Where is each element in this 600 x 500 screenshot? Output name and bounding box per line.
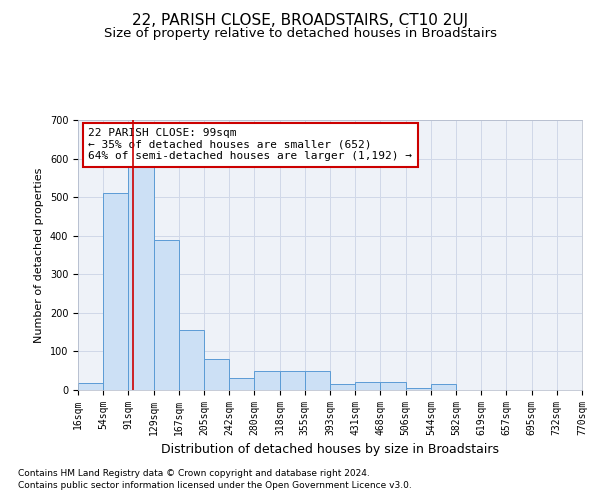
Bar (406, 388, 431, 390)
Bar (78, 383, 103, 390)
Bar (229, 378, 254, 390)
Text: Size of property relative to detached houses in Broadstairs: Size of property relative to detached ho… (104, 28, 497, 40)
Bar (380, 382, 406, 390)
Bar (103, 194, 128, 390)
Text: 22, PARISH CLOSE, BROADSTAIRS, CT10 2UJ: 22, PARISH CLOSE, BROADSTAIRS, CT10 2UJ (132, 12, 468, 28)
X-axis label: Distribution of detached houses by size in Broadstairs: Distribution of detached houses by size … (161, 444, 499, 456)
Bar (254, 370, 280, 390)
Text: 22 PARISH CLOSE: 99sqm
← 35% of detached houses are smaller (652)
64% of semi-de: 22 PARISH CLOSE: 99sqm ← 35% of detached… (88, 128, 412, 162)
Bar (128, 166, 154, 390)
Bar (305, 370, 330, 390)
Bar (179, 330, 205, 390)
Bar (154, 240, 179, 390)
Bar (205, 359, 229, 390)
Y-axis label: Number of detached properties: Number of detached properties (34, 168, 44, 342)
Text: Contains public sector information licensed under the Open Government Licence v3: Contains public sector information licen… (18, 481, 412, 490)
Text: Contains HM Land Registry data © Crown copyright and database right 2024.: Contains HM Land Registry data © Crown c… (18, 468, 370, 477)
Bar (330, 384, 355, 390)
Bar (355, 382, 380, 390)
Bar (280, 370, 305, 390)
Bar (431, 384, 457, 390)
